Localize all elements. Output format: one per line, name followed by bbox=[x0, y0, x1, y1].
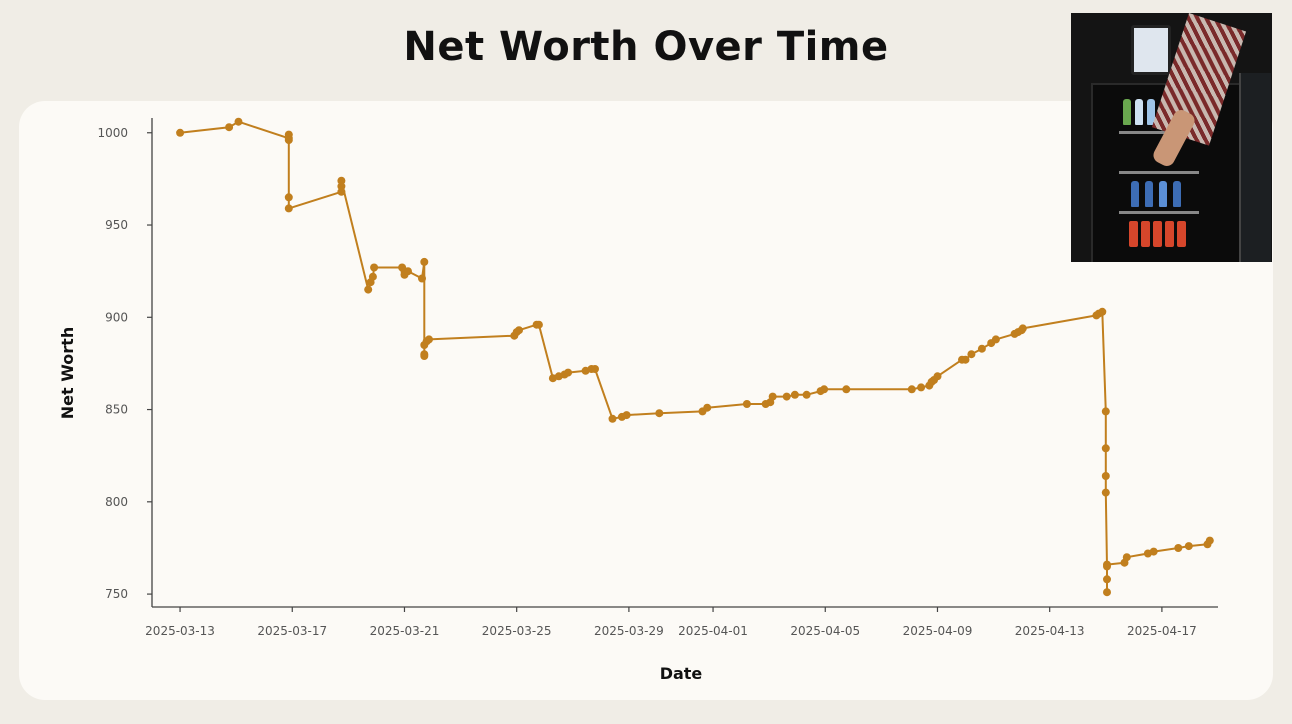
bottle bbox=[1147, 99, 1155, 125]
data-point bbox=[917, 383, 926, 392]
data-point bbox=[991, 335, 1000, 344]
can bbox=[1141, 221, 1150, 247]
data-point bbox=[1101, 407, 1110, 416]
data-point bbox=[425, 335, 433, 344]
data-point bbox=[703, 403, 712, 412]
bottle bbox=[1173, 181, 1181, 207]
data-point bbox=[284, 136, 293, 145]
shelf bbox=[1119, 211, 1199, 214]
chart-card bbox=[19, 101, 1273, 700]
data-point bbox=[337, 182, 346, 191]
data-point bbox=[967, 350, 976, 359]
data-point bbox=[234, 117, 243, 126]
bottle bbox=[1135, 99, 1143, 125]
x-tick-label: 2025-04-09 bbox=[903, 624, 973, 638]
data-point bbox=[802, 390, 811, 399]
x-tick-label: 2025-03-13 bbox=[145, 624, 215, 638]
x-axis-label: Date bbox=[660, 664, 703, 683]
chart-axes bbox=[151, 118, 1218, 608]
y-tick-label: 900 bbox=[105, 310, 128, 324]
data-point bbox=[364, 285, 373, 294]
y-axis-label: Net Worth bbox=[58, 327, 77, 419]
y-tick-label: 750 bbox=[105, 587, 128, 601]
data-point bbox=[622, 411, 631, 420]
data-point bbox=[1103, 575, 1111, 584]
data-point bbox=[420, 352, 429, 360]
data-point bbox=[1122, 553, 1131, 562]
chart-series bbox=[176, 117, 1214, 597]
can bbox=[1153, 221, 1162, 247]
data-point bbox=[515, 326, 523, 335]
data-point bbox=[608, 414, 617, 423]
data-point bbox=[404, 267, 412, 276]
shelf bbox=[1119, 131, 1199, 134]
x-tick-label: 2025-03-29 bbox=[594, 624, 664, 638]
data-point bbox=[1103, 560, 1111, 569]
tablet-screen bbox=[1131, 25, 1171, 75]
x-tick-label: 2025-03-25 bbox=[482, 624, 552, 638]
data-point bbox=[420, 257, 429, 266]
bottle bbox=[1159, 181, 1167, 207]
data-point bbox=[842, 385, 851, 394]
data-point bbox=[284, 130, 293, 139]
x-tick-label: 2025-03-21 bbox=[370, 624, 440, 638]
shelf bbox=[1119, 171, 1199, 174]
chart-ticks: 750 800 850 900 950 1000 2025-03-13 2025-03-17 2… bbox=[97, 126, 1196, 638]
data-point bbox=[977, 344, 986, 353]
data-point bbox=[655, 409, 664, 418]
data-point bbox=[1205, 536, 1214, 545]
data-point bbox=[564, 368, 573, 377]
data-point bbox=[782, 392, 791, 401]
data-point bbox=[961, 355, 970, 364]
data-point bbox=[337, 176, 346, 185]
data-point bbox=[337, 187, 346, 196]
x-tick-label: 2025-03-17 bbox=[257, 624, 327, 638]
data-point bbox=[1103, 588, 1111, 597]
data-point bbox=[1101, 488, 1110, 497]
data-point bbox=[933, 372, 942, 381]
data-point bbox=[418, 274, 426, 283]
data-point bbox=[534, 320, 543, 329]
can bbox=[1165, 221, 1174, 247]
data-point bbox=[768, 392, 777, 401]
y-tick-label: 800 bbox=[105, 495, 128, 509]
data-point bbox=[907, 385, 916, 394]
y-tick-label: 950 bbox=[105, 218, 128, 232]
data-point bbox=[1149, 547, 1158, 556]
data-point bbox=[225, 123, 234, 132]
data-point bbox=[370, 263, 379, 272]
bottle bbox=[1123, 99, 1131, 125]
data-point bbox=[820, 385, 829, 394]
data-point bbox=[591, 365, 599, 373]
x-tick-label: 2025-04-01 bbox=[678, 624, 748, 638]
data-point bbox=[1098, 307, 1107, 316]
x-tick-label: 2025-04-17 bbox=[1127, 624, 1197, 638]
fridge-door bbox=[1239, 73, 1271, 262]
data-point bbox=[1184, 542, 1193, 551]
can bbox=[1177, 221, 1186, 247]
bottle bbox=[1145, 181, 1153, 207]
bottle bbox=[1131, 181, 1139, 207]
can bbox=[1129, 221, 1138, 247]
data-point bbox=[284, 193, 293, 202]
data-point bbox=[368, 272, 377, 281]
data-point bbox=[1174, 544, 1183, 552]
series-line bbox=[179, 120, 1211, 594]
vending-fridge-photo bbox=[1071, 13, 1272, 262]
data-point bbox=[790, 390, 799, 399]
data-point bbox=[1101, 444, 1110, 453]
data-point bbox=[1018, 324, 1027, 333]
y-tick-label: 1000 bbox=[97, 126, 128, 140]
x-tick-label: 2025-04-05 bbox=[790, 624, 860, 638]
data-point bbox=[1101, 472, 1110, 480]
x-tick-label: 2025-04-13 bbox=[1015, 624, 1085, 638]
y-tick-label: 850 bbox=[105, 403, 128, 417]
data-point bbox=[284, 204, 293, 213]
chart-title: Net Worth Over Time bbox=[403, 24, 889, 70]
data-point bbox=[742, 400, 751, 408]
data-point bbox=[176, 128, 185, 137]
